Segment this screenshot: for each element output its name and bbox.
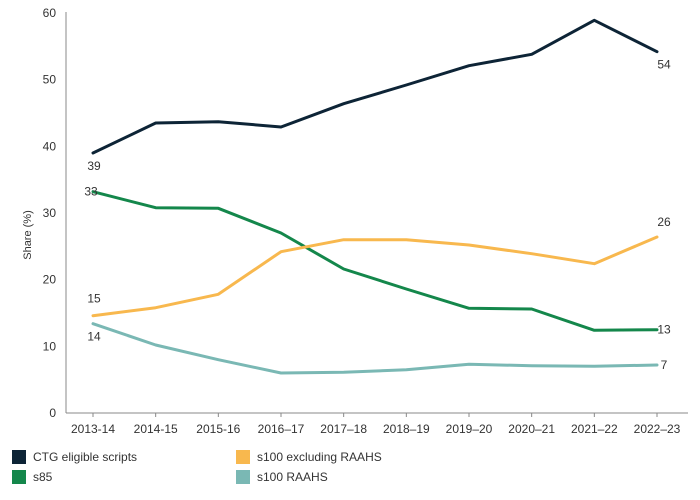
x-tick-label: 2018–19: [383, 422, 430, 436]
x-tick-label: 2019–20: [446, 422, 493, 436]
legend-swatch: [236, 450, 250, 464]
data-label-end: 54: [657, 58, 671, 72]
data-label-end: 26: [657, 215, 671, 229]
data-label-end: 7: [661, 358, 668, 372]
y-axis-title: Share (%): [22, 210, 34, 260]
series-line-s100-raahs: [91, 322, 659, 375]
data-label-start: 39: [87, 159, 101, 173]
series-line-ctg-eligible-scripts: [91, 18, 659, 155]
legend-label: s85: [33, 470, 53, 484]
legend-swatch: [236, 470, 250, 484]
y-tick-label: 60: [43, 6, 57, 20]
x-tick-labels: 2013-14 2014-15 2015-16 2016–17 2017–18 2018–…: [71, 413, 681, 436]
y-tick-label: 40: [43, 139, 57, 153]
legend-label: s100 excluding RAAHS: [257, 450, 382, 464]
data-label-start: 15: [87, 292, 101, 306]
legend-label: s100 RAAHS: [257, 470, 328, 484]
y-tick-label: 20: [43, 273, 57, 287]
x-tick-label: 2021–22: [571, 422, 618, 436]
y-tick-label: 30: [43, 206, 57, 220]
legend-label: CTG eligible scripts: [33, 450, 138, 464]
y-tick-label: 0: [49, 406, 56, 420]
y-tick-label: 50: [43, 73, 57, 87]
x-tick-label: 2017–18: [320, 422, 367, 436]
legend-item: s100 excluding RAAHS: [236, 450, 382, 464]
legend-item: s85: [12, 470, 52, 484]
data-labels: 39 54 33 13 15 26 14 7: [84, 58, 671, 372]
x-tick-label: 2016–17: [258, 422, 305, 436]
x-tick-label: 2020–21: [508, 422, 555, 436]
y-tick-labels: 0 10 20 30 40 50 60: [43, 6, 57, 420]
legend-item: s100 RAAHS: [236, 470, 328, 484]
legend-swatch: [12, 450, 26, 464]
x-tick-label: 2014-15: [134, 422, 178, 436]
series-lines: [91, 18, 659, 375]
x-tick-label: 2022–23: [634, 422, 681, 436]
legend: CTG eligible scripts s100 excluding RAAHS…: [12, 450, 692, 490]
data-label-start: 33: [84, 185, 98, 199]
x-tick-label: 2013-14: [71, 422, 115, 436]
series-line-s85: [91, 190, 659, 332]
data-label-end: 13: [657, 323, 671, 337]
y-tick-label: 10: [43, 339, 57, 353]
x-tick-label: 2015-16: [196, 422, 240, 436]
legend-item: CTG eligible scripts: [12, 450, 137, 464]
legend-swatch: [12, 470, 26, 484]
series-line-s100-excluding-raahs: [91, 235, 659, 318]
data-label-start: 14: [87, 330, 101, 344]
